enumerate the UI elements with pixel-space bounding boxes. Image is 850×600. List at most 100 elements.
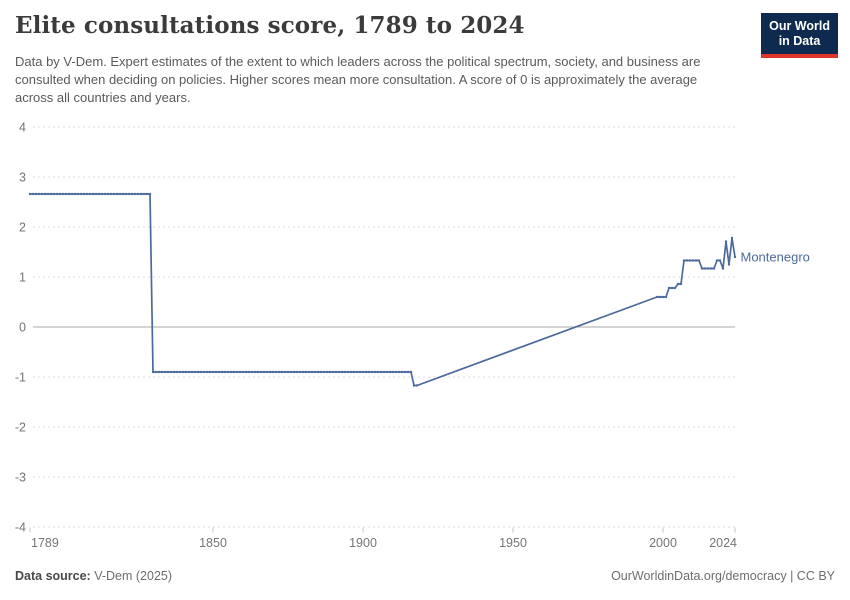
data-point bbox=[118, 192, 122, 196]
data-point bbox=[712, 267, 716, 270]
data-point bbox=[283, 370, 287, 374]
data-point bbox=[265, 370, 269, 374]
data-point bbox=[37, 192, 41, 196]
data-point bbox=[79, 192, 83, 196]
data-point bbox=[721, 267, 725, 270]
x-axis-ticks bbox=[29, 527, 736, 533]
data-point bbox=[709, 267, 713, 270]
y-axis-labels: 4 3 2 1 0 -1 -2 -3 -4 bbox=[15, 121, 26, 535]
data-point bbox=[328, 370, 332, 374]
data-point bbox=[121, 192, 125, 196]
x-axis-labels: 1789 1850 1900 1950 2000 2024 bbox=[31, 536, 737, 550]
data-point bbox=[289, 370, 293, 374]
data-point bbox=[115, 192, 119, 196]
data-point bbox=[49, 192, 53, 196]
data-point bbox=[379, 370, 383, 374]
data-point bbox=[193, 370, 197, 374]
data-point bbox=[103, 192, 107, 196]
data-point bbox=[673, 286, 677, 290]
y-tick-label: -3 bbox=[15, 471, 26, 485]
data-point bbox=[160, 370, 164, 374]
data-point bbox=[133, 192, 137, 196]
data-point bbox=[28, 192, 32, 196]
data-point bbox=[235, 370, 239, 374]
data-point bbox=[244, 370, 248, 374]
data-point bbox=[67, 192, 71, 196]
data-point bbox=[55, 192, 59, 196]
x-tick-label: 1950 bbox=[499, 536, 527, 550]
data-point bbox=[346, 370, 350, 374]
data-point bbox=[70, 192, 74, 196]
owid-logo-text-line1: Our World bbox=[769, 19, 830, 33]
data-point bbox=[34, 192, 38, 196]
data-point bbox=[679, 282, 683, 286]
page-title: Elite consultations score, 1789 to 2024 bbox=[15, 12, 525, 39]
data-point bbox=[730, 236, 734, 240]
data-point bbox=[73, 192, 77, 196]
data-point bbox=[715, 259, 719, 262]
data-point bbox=[382, 370, 386, 374]
data-point bbox=[343, 370, 347, 374]
data-point bbox=[388, 370, 392, 374]
data-point bbox=[394, 370, 398, 374]
data-point bbox=[64, 192, 68, 196]
y-tick-label: 4 bbox=[19, 121, 26, 135]
data-point bbox=[94, 192, 98, 196]
data-point bbox=[298, 370, 302, 374]
data-point bbox=[706, 267, 710, 270]
data-point bbox=[349, 370, 353, 374]
data-point bbox=[352, 370, 356, 374]
data-point bbox=[262, 370, 266, 374]
data-point bbox=[700, 267, 704, 270]
data-point bbox=[46, 192, 50, 196]
data-point bbox=[208, 370, 212, 374]
data-point bbox=[238, 370, 242, 374]
data-point bbox=[304, 370, 308, 374]
data-point bbox=[169, 370, 173, 374]
data-point bbox=[307, 370, 311, 374]
series-line-montenegro bbox=[29, 193, 736, 387]
data-point bbox=[334, 370, 338, 374]
data-point bbox=[58, 192, 62, 196]
y-tick-label: 1 bbox=[19, 271, 26, 285]
y-tick-label: -2 bbox=[15, 421, 26, 435]
data-point bbox=[325, 370, 329, 374]
data-point bbox=[184, 370, 188, 374]
data-point bbox=[256, 370, 260, 374]
data-point bbox=[214, 370, 218, 374]
data-point bbox=[187, 370, 191, 374]
data-point bbox=[31, 192, 35, 196]
data-point bbox=[142, 192, 146, 196]
data-point bbox=[733, 255, 737, 259]
owid-link[interactable]: OurWorldinData.org/democracy | CC BY bbox=[611, 569, 835, 583]
data-point bbox=[364, 370, 368, 374]
data-point bbox=[166, 370, 170, 374]
x-tick-label: 1850 bbox=[199, 536, 227, 550]
data-point bbox=[82, 192, 86, 196]
data-point bbox=[376, 370, 380, 374]
data-point bbox=[655, 295, 659, 299]
data-point bbox=[109, 192, 113, 196]
data-point bbox=[127, 192, 131, 196]
data-point bbox=[157, 370, 161, 374]
data-point bbox=[247, 370, 251, 374]
data-point bbox=[52, 192, 56, 196]
data-point bbox=[202, 370, 206, 374]
data-point bbox=[703, 267, 707, 270]
data-point bbox=[88, 192, 92, 196]
data-point bbox=[658, 295, 662, 299]
data-point bbox=[355, 370, 359, 374]
data-point bbox=[409, 370, 413, 374]
data-point bbox=[337, 370, 341, 374]
data-point bbox=[676, 282, 680, 286]
data-point bbox=[670, 286, 674, 290]
y-tick-label: 0 bbox=[19, 321, 26, 335]
data-point bbox=[61, 192, 65, 196]
owid-logo[interactable]: Our World in Data bbox=[761, 13, 838, 58]
data-point bbox=[91, 192, 95, 196]
data-point bbox=[385, 370, 389, 374]
series-end-label-montenegro: Montenegro bbox=[741, 250, 810, 265]
data-point bbox=[319, 370, 323, 374]
data-point bbox=[391, 370, 395, 374]
data-point bbox=[415, 384, 419, 387]
